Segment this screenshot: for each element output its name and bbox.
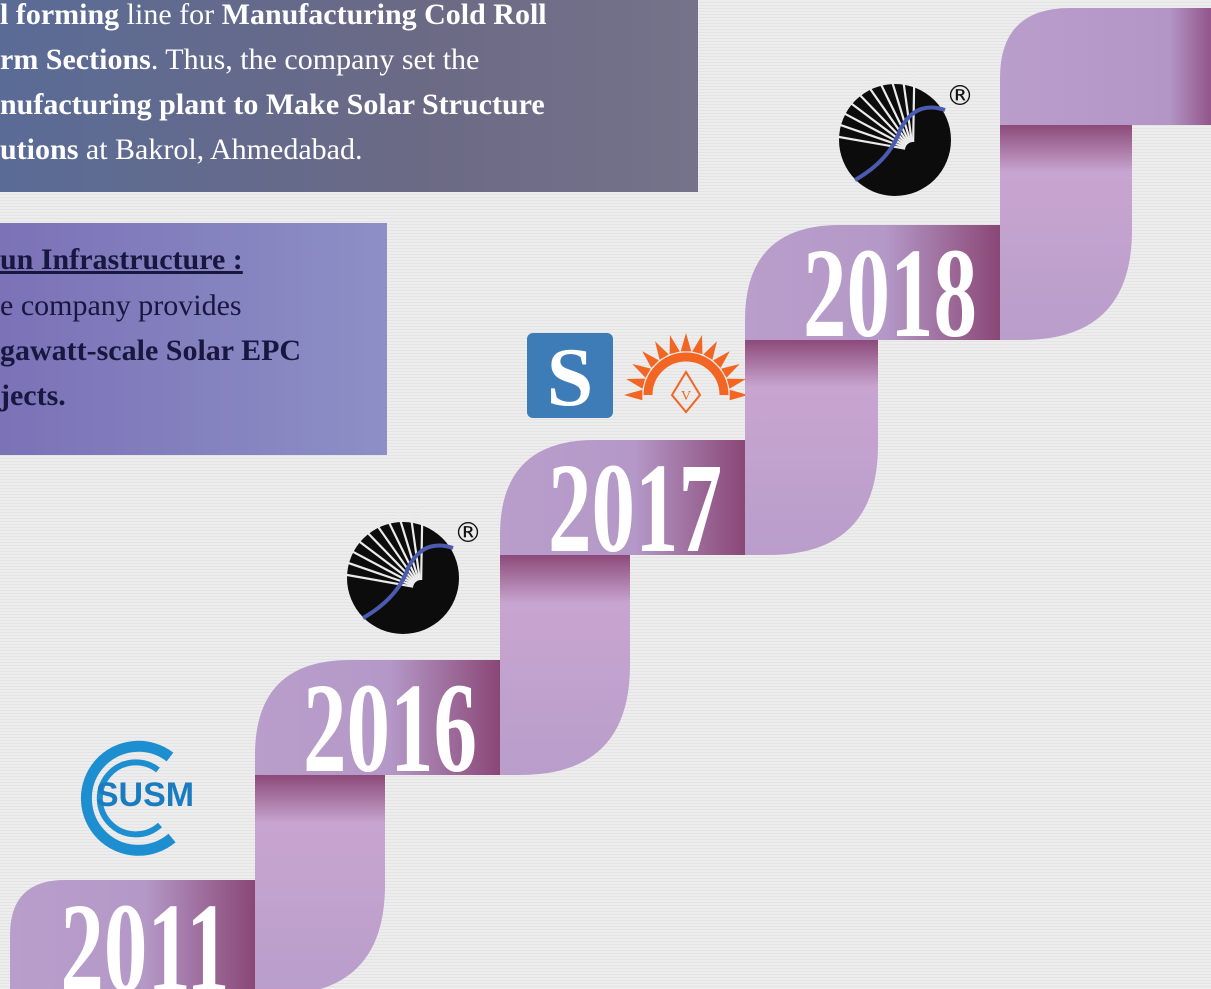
- ribbon-step: [745, 340, 878, 555]
- ribbon-band: [1000, 8, 1211, 125]
- sun-ray: [727, 379, 746, 389]
- year-label: 2017: [548, 436, 722, 579]
- s-logo-text: S: [547, 331, 594, 424]
- susm-logo: SUSM: [86, 746, 194, 850]
- sun-logo: V: [624, 333, 748, 412]
- page: l forming line for Manufacturing Cold Ro…: [0, 0, 1211, 989]
- year-label: 2016: [303, 656, 477, 799]
- timeline: SUSM S V 2011 2016 2017 2018 ® ®: [0, 0, 1211, 989]
- logo-gap: [913, 70, 914, 142]
- ribbon-step: [500, 555, 630, 775]
- year-label: 2018: [803, 221, 977, 364]
- registered-mark: ®: [946, 79, 974, 112]
- logo-gap: [421, 508, 422, 580]
- ribbon-step: [255, 775, 385, 989]
- year-label: 2011: [60, 876, 229, 989]
- circle-logo: ®: [834, 70, 974, 196]
- sun-ray: [624, 390, 642, 401]
- s-logo: S: [527, 331, 613, 424]
- circle-logo: ®: [342, 508, 482, 634]
- sun-ray: [670, 335, 680, 354]
- sun-ray: [692, 335, 702, 354]
- sun-ray: [681, 333, 692, 351]
- sun-ray: [626, 379, 645, 389]
- registered-mark: ®: [454, 516, 482, 549]
- ribbon: 2011 2016 2017 2018 ® ®: [10, 8, 1211, 989]
- ribbon-step: [1000, 125, 1132, 340]
- susm-text: SUSM: [96, 776, 194, 814]
- sun-logo-text: V: [681, 389, 691, 404]
